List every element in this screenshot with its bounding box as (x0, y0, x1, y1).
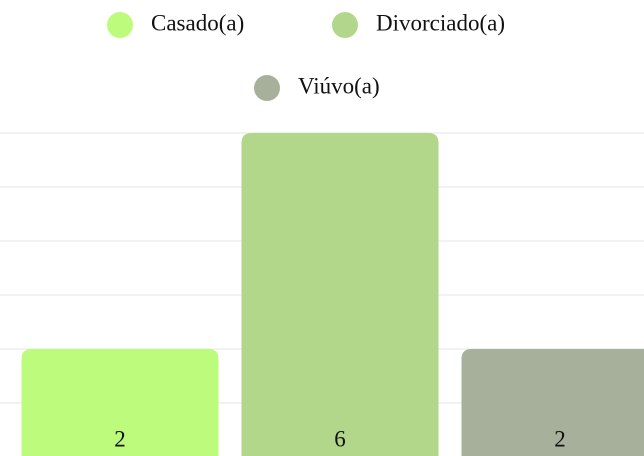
bar (461, 349, 644, 456)
bar (241, 133, 439, 456)
legend-swatch (107, 12, 133, 38)
data-label: 2 (114, 426, 126, 451)
bar (21, 349, 219, 456)
data-label: 2 (554, 426, 566, 451)
legend-swatch (332, 12, 358, 38)
legend-label: Divorciado(a) (376, 10, 505, 35)
legend-swatch (254, 75, 280, 101)
legend-label: Casado(a) (151, 10, 244, 35)
data-label: 6 (334, 426, 346, 451)
legend-label: Viúvo(a) (298, 73, 380, 98)
